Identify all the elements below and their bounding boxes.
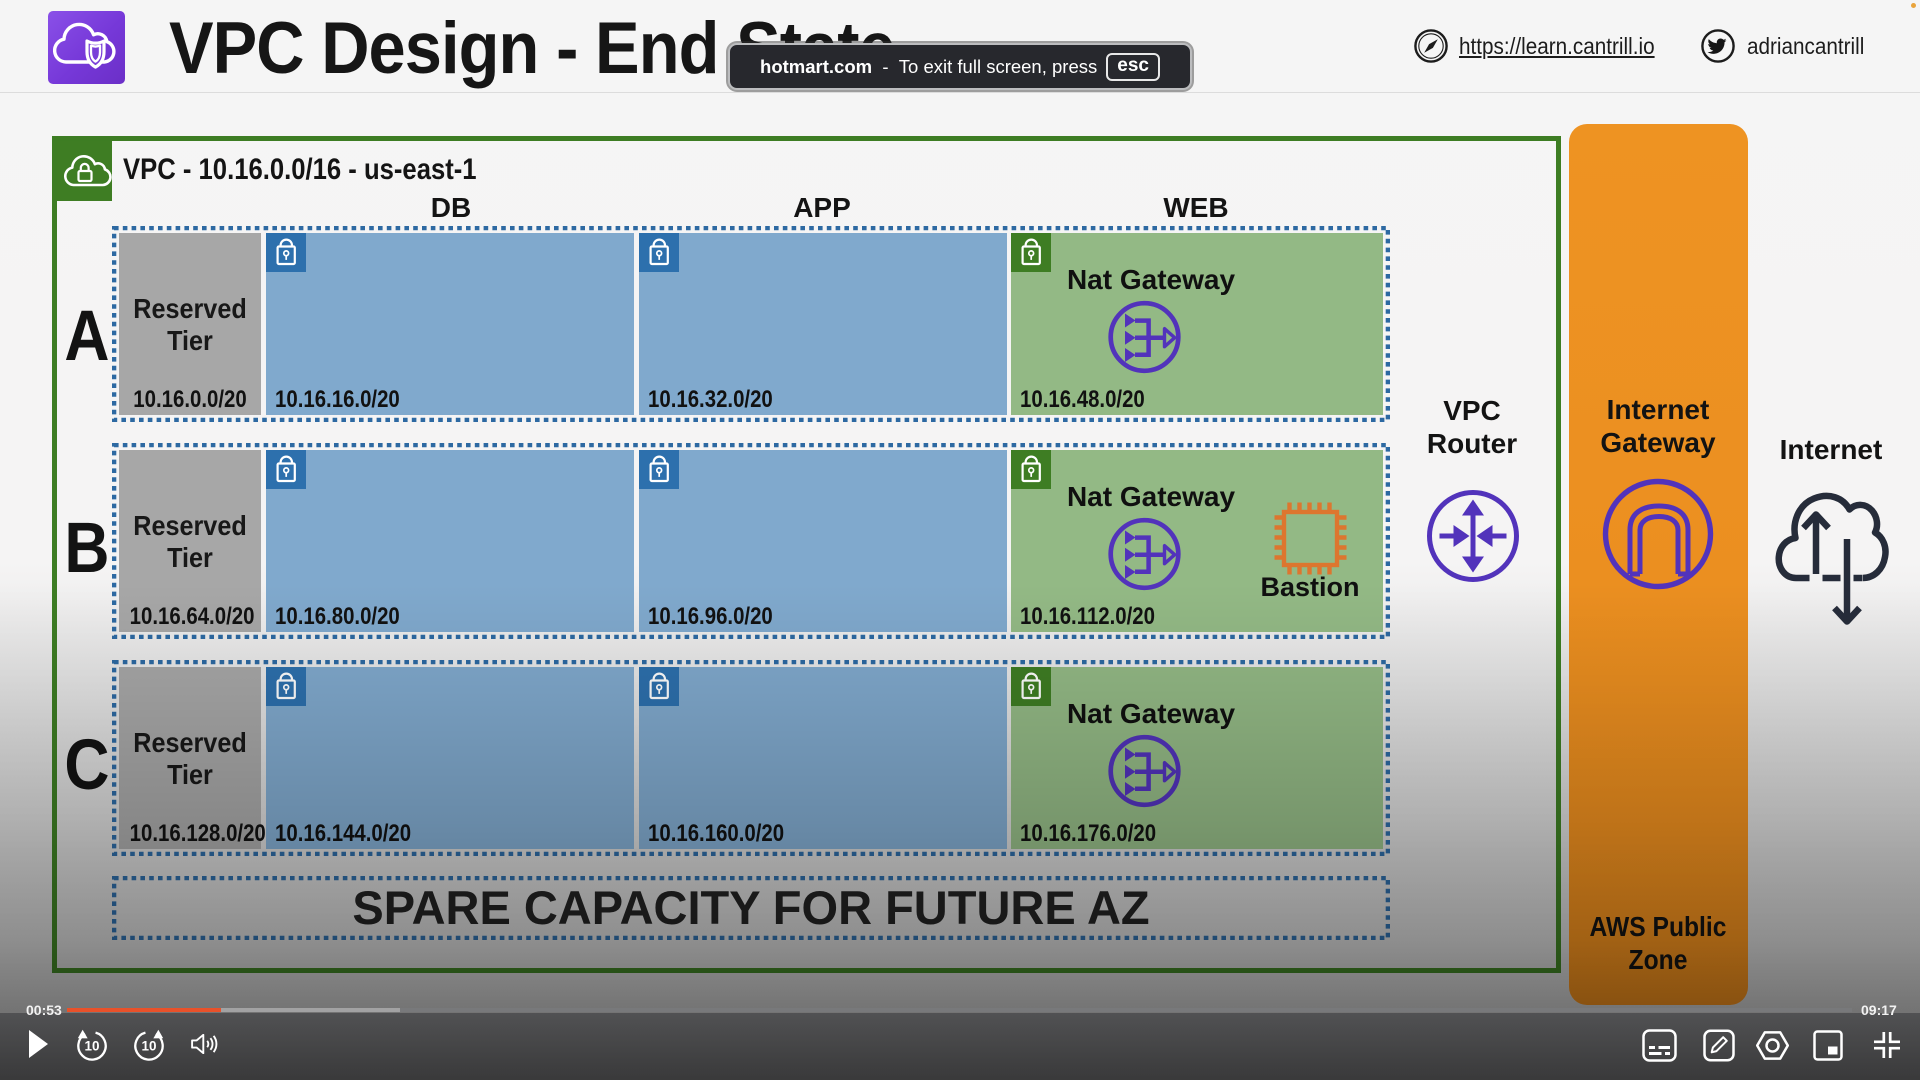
svg-text:10: 10 <box>141 1039 156 1054</box>
svg-text:10: 10 <box>84 1039 99 1054</box>
